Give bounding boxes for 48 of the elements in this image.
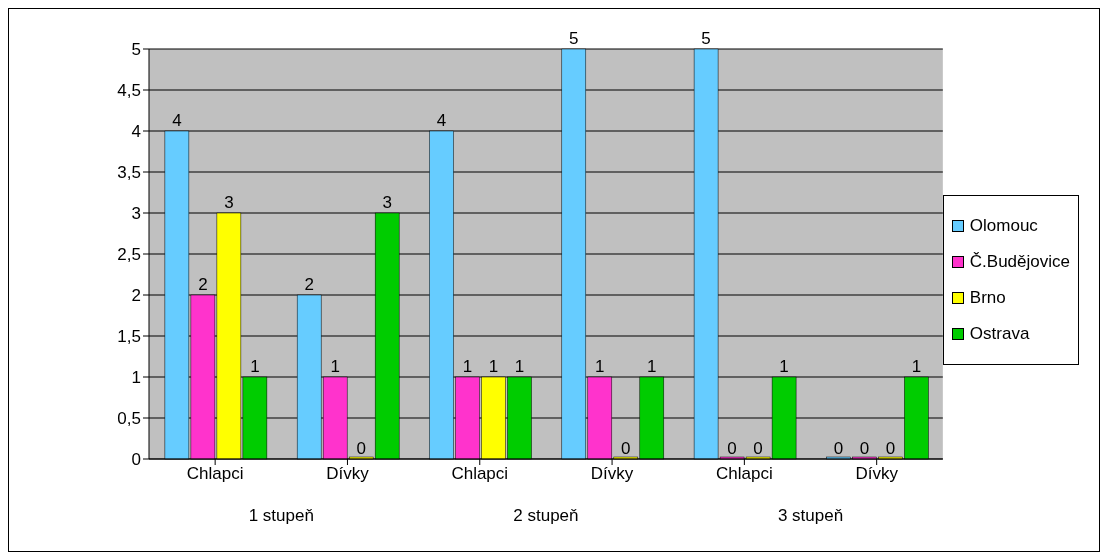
data-label: 1 xyxy=(250,357,260,376)
y-tick-label: 2 xyxy=(131,286,141,306)
text: 1 stupeň xyxy=(248,506,314,526)
y-tick-label: 4 xyxy=(131,122,141,142)
data-label: 1 xyxy=(647,357,657,376)
y-tick-label: 3,5 xyxy=(117,163,141,183)
legend-label: Brno xyxy=(968,287,1007,309)
y-tick-label: 1,5 xyxy=(117,327,141,347)
data-label: 0 xyxy=(859,439,870,458)
x-tick-label: Dívky xyxy=(326,464,370,484)
data-label: 3 xyxy=(382,193,392,212)
x-tick-label: Dívky xyxy=(855,464,899,484)
data-label: 1 xyxy=(330,357,340,376)
data-label: 3 xyxy=(224,193,234,212)
legend-label: Olomouc xyxy=(968,215,1039,237)
y-tick-label: 4,5 xyxy=(117,81,141,101)
data-label: 5 xyxy=(701,29,711,48)
data-label: 1 xyxy=(595,357,605,376)
data-label: 1 xyxy=(779,357,789,376)
data-label: 4 xyxy=(172,111,182,130)
y-tick-label: 1 xyxy=(131,368,141,388)
data-label: 2 xyxy=(198,275,208,294)
data-label: 1 xyxy=(488,357,499,376)
y-tick-label: 2,5 xyxy=(117,245,141,265)
data-label: 0 xyxy=(833,439,844,458)
y-tick-label: 0,5 xyxy=(117,409,141,429)
data-label: 0 xyxy=(356,439,366,458)
data-label: 0 xyxy=(727,439,737,458)
data-label: 1 xyxy=(514,357,525,376)
data-label: 1 xyxy=(462,357,473,376)
x-tick-label: Dívky xyxy=(590,464,634,484)
data-label: 0 xyxy=(621,439,631,458)
y-tick-label: 0 xyxy=(131,450,141,470)
x-tick-label: Chlapci xyxy=(451,464,509,484)
text: 2 stupeň xyxy=(513,506,579,526)
y-tick-label: 5 xyxy=(131,40,141,60)
data-label: 2 xyxy=(304,275,314,294)
legend-label: Č.Budějovice xyxy=(968,251,1070,273)
x-tick-label: Chlapci xyxy=(716,464,773,484)
y-tick-label: 3 xyxy=(131,204,141,224)
data-label: 0 xyxy=(885,439,896,458)
x-tick-label: Chlapci xyxy=(186,464,244,484)
data-label: 0 xyxy=(753,439,763,458)
data-label: 5 xyxy=(569,29,579,48)
legend-label: Ostrava xyxy=(968,323,1031,345)
data-label: 1 xyxy=(911,357,922,376)
text: 3 stupeň xyxy=(777,506,844,526)
data-label: 4 xyxy=(436,111,447,130)
